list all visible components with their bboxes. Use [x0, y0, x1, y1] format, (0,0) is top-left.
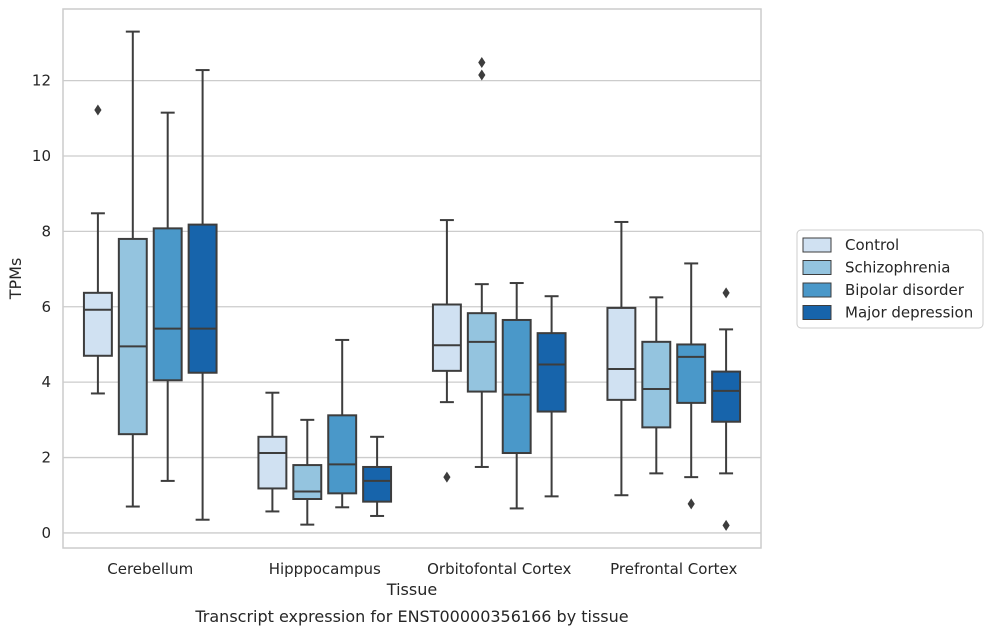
legend-items: Control Schizophrenia Bipolar disorder Majo…	[802, 236, 973, 322]
x-tick-label: Cerebellum	[107, 560, 193, 578]
chart-caption: Transcript expression for ENST0000035616…	[194, 607, 628, 626]
outlier-point	[478, 57, 486, 69]
y-axis-label: TPMs	[6, 258, 25, 301]
y-tick-label: 0	[41, 524, 51, 542]
y-tick-label: 12	[32, 72, 51, 90]
box-body	[466, 312, 497, 393]
box-body	[327, 414, 358, 495]
y-tick-label: 2	[41, 449, 51, 467]
outlier-point	[722, 519, 730, 531]
x-tick-label: Hipppocampus	[269, 560, 381, 578]
legend-swatch	[802, 260, 832, 275]
legend-label: Major depression	[845, 304, 973, 322]
y-tick-label: 6	[41, 298, 51, 316]
box-major-depression-3	[711, 287, 742, 531]
box-schizophrenia-3	[641, 296, 672, 475]
box-control-1	[257, 391, 288, 513]
box-schizophrenia-2	[466, 57, 497, 468]
y-tick-label: 4	[41, 373, 51, 391]
x-tick-labels: Cerebellum Hipppocampus Orbitofontal Corte…	[107, 560, 737, 578]
legend-swatch	[802, 305, 832, 320]
y-tick-labels: 0 2 4 6 8 10 12	[32, 72, 51, 542]
box-major-depression-1	[362, 435, 393, 517]
box-body	[117, 237, 148, 436]
y-tick-label: 8	[41, 222, 51, 240]
box-body	[292, 464, 323, 501]
box-schizophrenia-0	[117, 30, 148, 508]
outlier-point	[443, 471, 451, 483]
box-body	[257, 435, 288, 490]
legend-label: Schizophrenia	[845, 259, 950, 277]
box-body	[536, 332, 567, 413]
box-body	[362, 465, 393, 503]
box-body	[152, 227, 183, 382]
x-tick-label: Prefrontal Cortex	[610, 560, 737, 578]
box-body	[501, 318, 532, 455]
box-control-3	[606, 220, 637, 497]
x-tick-label: Orbitofontal Cortex	[427, 560, 571, 578]
box-major-depression-2	[536, 295, 567, 498]
legend: Control Schizophrenia Bipolar disorder Majo…	[796, 229, 984, 329]
plot-area-frame	[62, 8, 762, 549]
x-axis-label: Tissue	[386, 580, 437, 599]
box-body	[187, 223, 218, 374]
outlier-point	[722, 287, 730, 299]
box-body	[82, 291, 113, 357]
box-body	[431, 303, 462, 372]
legend-label: Bipolar disorder	[845, 281, 965, 299]
box-major-depression-0	[187, 69, 218, 521]
box-bipolar-disorder-3	[676, 262, 707, 510]
outlier-point	[94, 104, 102, 116]
box-bipolar-disorder-0	[152, 111, 183, 482]
box-control-2	[431, 219, 462, 483]
box-control-0	[82, 104, 113, 395]
box-body	[641, 340, 672, 429]
legend-label: Control	[845, 236, 899, 254]
legend-swatch	[802, 237, 832, 253]
box-body	[711, 370, 742, 423]
legend-frame	[796, 229, 984, 329]
legend-swatch	[802, 282, 832, 298]
y-tick-label: 10	[32, 147, 51, 165]
box-schizophrenia-1	[292, 418, 323, 526]
box-bipolar-disorder-1	[327, 338, 358, 509]
box-series-group	[82, 30, 742, 531]
box-bipolar-disorder-2	[501, 282, 532, 510]
box-body	[606, 306, 637, 401]
outlier-point	[687, 498, 695, 510]
outlier-point	[478, 69, 486, 81]
box-body	[676, 343, 707, 404]
